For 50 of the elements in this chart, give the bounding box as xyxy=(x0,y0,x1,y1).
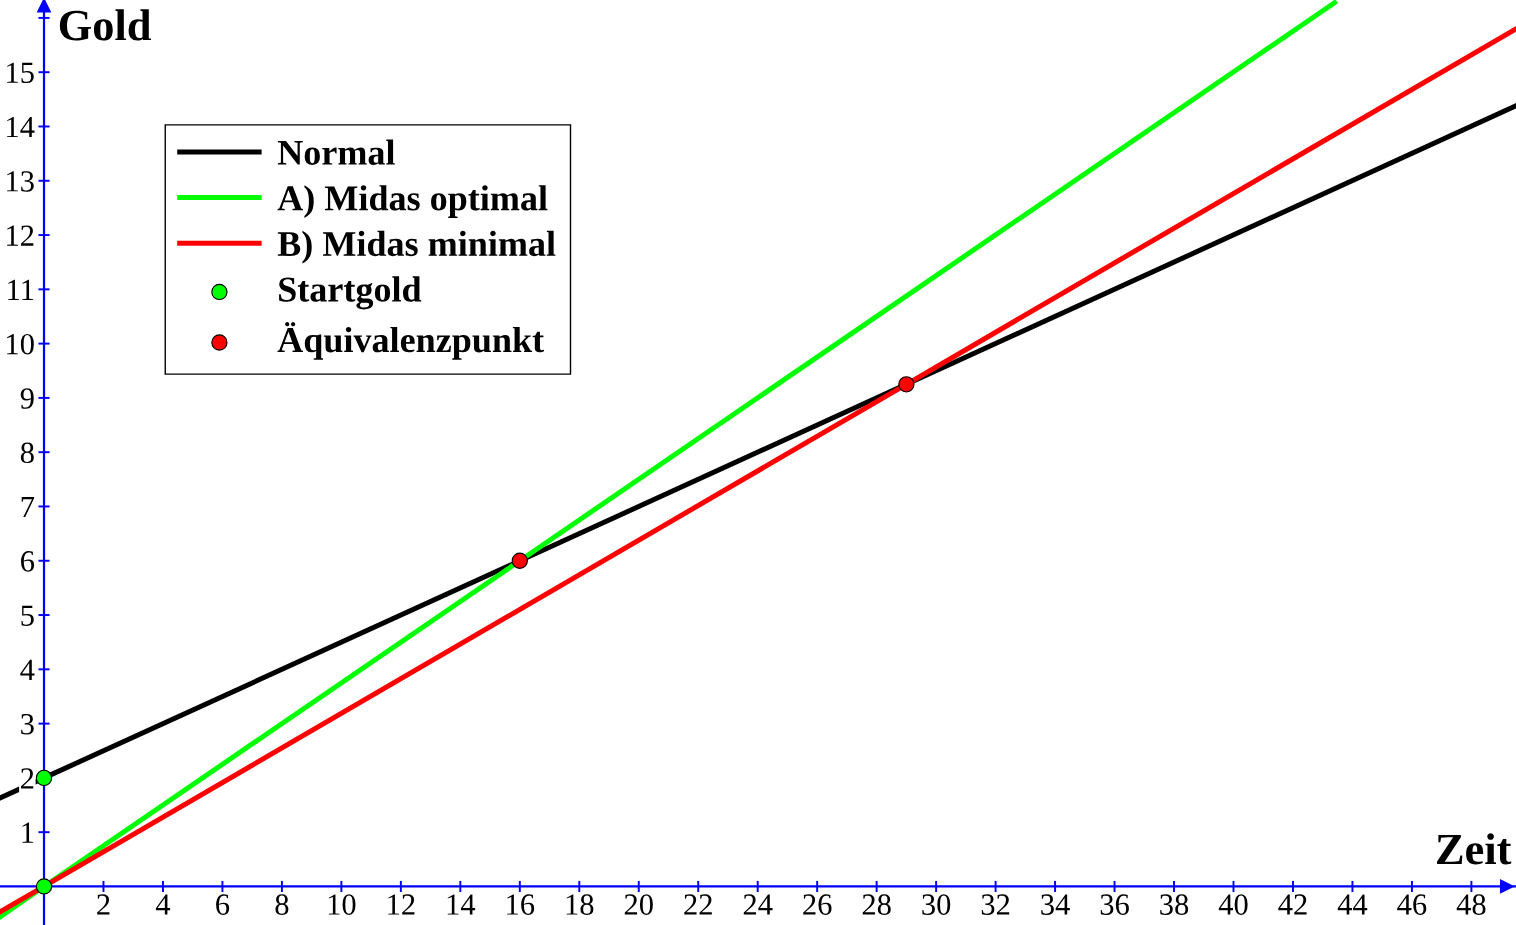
y-tick-label: 8 xyxy=(20,442,34,464)
x-tick-label: 42 xyxy=(1278,894,1307,915)
y-tick-label: 2 xyxy=(21,768,34,789)
x-tick-label: 12 xyxy=(388,894,415,915)
y-tick-label: 14 xyxy=(7,116,35,138)
x-tick-label: 2 xyxy=(97,894,110,915)
y-tick-label: 11 xyxy=(8,279,34,300)
y-tick-label: 3 xyxy=(21,713,34,735)
point xyxy=(35,769,53,787)
x-tick-label: 4 xyxy=(155,894,171,915)
legend-label: Startgold xyxy=(279,276,422,310)
x-tick-label: 6 xyxy=(216,894,230,915)
x-tick-label: 46 xyxy=(1397,894,1427,915)
legend-label: Äquivalenzpunkt xyxy=(277,322,544,360)
legend-label: B) Midas minimal xyxy=(277,230,556,264)
y-axis-title: Gold xyxy=(59,9,152,41)
x-tick-label: 40 xyxy=(1218,894,1248,915)
x-tick-label: 10 xyxy=(328,894,356,915)
point xyxy=(898,376,915,393)
x-axis-title: Zeit xyxy=(1437,833,1512,865)
x-tick-label: 32 xyxy=(981,894,1010,915)
y-tick-label: 9 xyxy=(20,388,34,409)
x-tick-label: 20 xyxy=(624,894,653,915)
x-tick-label: 28 xyxy=(862,894,891,915)
y-tick-label: 12 xyxy=(7,225,34,246)
x-tick-label: 44 xyxy=(1337,894,1368,915)
y-tick-label: 5 xyxy=(21,605,34,626)
y-tick-label: 6 xyxy=(21,551,35,572)
x-tick-label: 30 xyxy=(922,894,951,915)
y-tick-label: 7 xyxy=(21,497,35,518)
x-tick-label: 34 xyxy=(1041,894,1070,915)
x-tick-label: 24 xyxy=(743,894,773,915)
x-tick-label: 48 xyxy=(1456,894,1486,915)
x-tick-label: 26 xyxy=(803,894,832,915)
y-tick-label: 4 xyxy=(20,659,35,680)
y-tick-label: 15 xyxy=(7,62,34,84)
x-tick-label: 16 xyxy=(507,894,535,915)
x-tick-label: 14 xyxy=(447,894,476,915)
legend-label: Normal xyxy=(277,139,395,165)
y-tick-label: 13 xyxy=(7,171,34,192)
y-tick-label: 10 xyxy=(7,333,34,355)
x-tick-label: 38 xyxy=(1160,894,1189,915)
x-tick-label: 36 xyxy=(1100,894,1129,915)
point xyxy=(35,878,53,895)
legend-label: A) Midas optimal xyxy=(277,185,548,218)
y-tick-label: 1 xyxy=(22,822,34,843)
x-tick-label: 22 xyxy=(684,894,712,915)
point xyxy=(511,552,528,569)
x-tick-label: 8 xyxy=(275,894,289,915)
x-tick-label: 18 xyxy=(566,894,594,915)
